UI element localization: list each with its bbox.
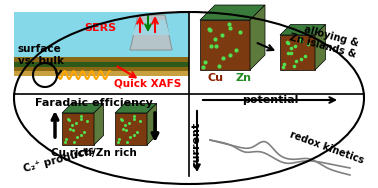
Text: Cu: Cu bbox=[208, 73, 224, 83]
Bar bbox=[14, 12, 189, 57]
Bar bbox=[14, 62, 189, 67]
Bar bbox=[14, 57, 189, 62]
Polygon shape bbox=[132, 20, 170, 35]
Polygon shape bbox=[94, 103, 104, 145]
Text: SERS: SERS bbox=[84, 23, 116, 33]
Text: Quick XAFS: Quick XAFS bbox=[115, 78, 181, 88]
Text: alloying &
Zn islands &: alloying & Zn islands & bbox=[288, 21, 360, 59]
Bar bbox=[14, 71, 189, 76]
Polygon shape bbox=[62, 113, 94, 145]
Text: potential: potential bbox=[242, 95, 298, 105]
Polygon shape bbox=[200, 20, 250, 70]
Text: Zn: Zn bbox=[235, 73, 251, 83]
Text: Cu rich/Zn rich: Cu rich/Zn rich bbox=[51, 148, 137, 158]
Bar bbox=[14, 67, 189, 72]
Polygon shape bbox=[280, 35, 315, 70]
Text: C₂⁺ products: C₂⁺ products bbox=[22, 146, 96, 174]
Polygon shape bbox=[200, 5, 265, 20]
Polygon shape bbox=[315, 24, 325, 70]
Polygon shape bbox=[147, 103, 156, 145]
Text: current: current bbox=[192, 122, 202, 168]
Polygon shape bbox=[115, 113, 147, 145]
Text: surface
vs. bulk: surface vs. bulk bbox=[18, 44, 64, 66]
Text: Faradaic efficiency: Faradaic efficiency bbox=[35, 98, 153, 108]
Polygon shape bbox=[62, 103, 104, 113]
Ellipse shape bbox=[14, 12, 364, 184]
Polygon shape bbox=[130, 15, 172, 50]
Text: redox kinetics: redox kinetics bbox=[288, 130, 365, 166]
Polygon shape bbox=[250, 5, 265, 70]
Polygon shape bbox=[280, 24, 325, 35]
Polygon shape bbox=[115, 103, 156, 113]
